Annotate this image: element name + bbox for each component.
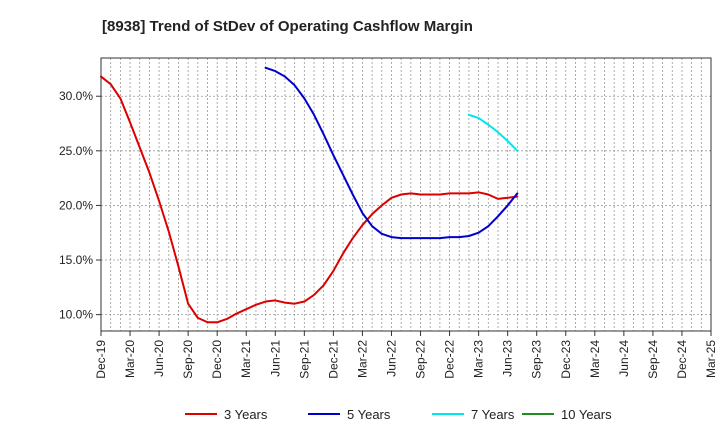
series-line-5-years	[264, 66, 519, 240]
legend-label-5-years: 5 Years	[347, 407, 391, 422]
x-tick-label: Sep-21	[297, 340, 311, 379]
chart-title: [8938] Trend of StDev of Operating Cashf…	[102, 18, 473, 35]
series-lines	[100, 66, 519, 324]
x-tick-label: Dec-23	[559, 340, 573, 379]
x-tick-label: Jun-20	[152, 340, 166, 377]
x-tick-label: Mar-21	[239, 340, 253, 378]
x-tick-label: Jun-22	[384, 340, 398, 377]
x-tick-label: Sep-24	[646, 340, 660, 379]
x-tick-label: Sep-23	[530, 340, 544, 379]
plot-frame	[100, 57, 712, 332]
legend-label-3-years: 3 Years	[224, 407, 268, 422]
legend: 3 Years 5 Years 7 Years 10 Years	[185, 407, 612, 422]
x-tick-label: Mar-20	[123, 340, 137, 378]
x-tick-label: Mar-25	[704, 340, 718, 378]
x-tick-label: Mar-24	[588, 340, 602, 378]
x-tick-label: Mar-23	[472, 340, 486, 378]
series-line-7-years	[467, 113, 519, 152]
series-line-3-years	[100, 75, 519, 324]
legend-label-7-years: 7 Years	[471, 407, 515, 422]
x-axis: Dec-19 Mar-20 Jun-20 Sep-20 Dec-20 Mar-21 Jun-…	[94, 331, 718, 379]
y-tick-label: 10.0%	[59, 308, 93, 322]
x-tick-label: Dec-24	[675, 340, 689, 379]
x-tick-label: Mar-22	[355, 340, 369, 378]
y-tick-label: 15.0%	[59, 253, 93, 267]
x-tick-label: Jun-21	[268, 340, 282, 377]
grid	[100, 58, 712, 331]
x-tick-label: Dec-21	[326, 340, 340, 379]
y-tick-label: 25.0%	[59, 144, 93, 158]
x-tick-label: Jun-24	[617, 340, 631, 377]
y-axis: 10.0% 15.0% 20.0% 25.0% 30.0%	[59, 89, 101, 322]
legend-label-10-years: 10 Years	[561, 407, 612, 422]
y-tick-label: 30.0%	[59, 89, 93, 103]
y-tick-label: 20.0%	[59, 198, 93, 212]
x-tick-label: Sep-20	[181, 340, 195, 379]
x-tick-label: Dec-20	[210, 340, 224, 379]
x-tick-label: Dec-22	[443, 340, 457, 379]
x-tick-label: Jun-23	[501, 340, 515, 377]
x-tick-label: Sep-22	[414, 340, 428, 379]
x-tick-label: Dec-19	[94, 340, 108, 379]
